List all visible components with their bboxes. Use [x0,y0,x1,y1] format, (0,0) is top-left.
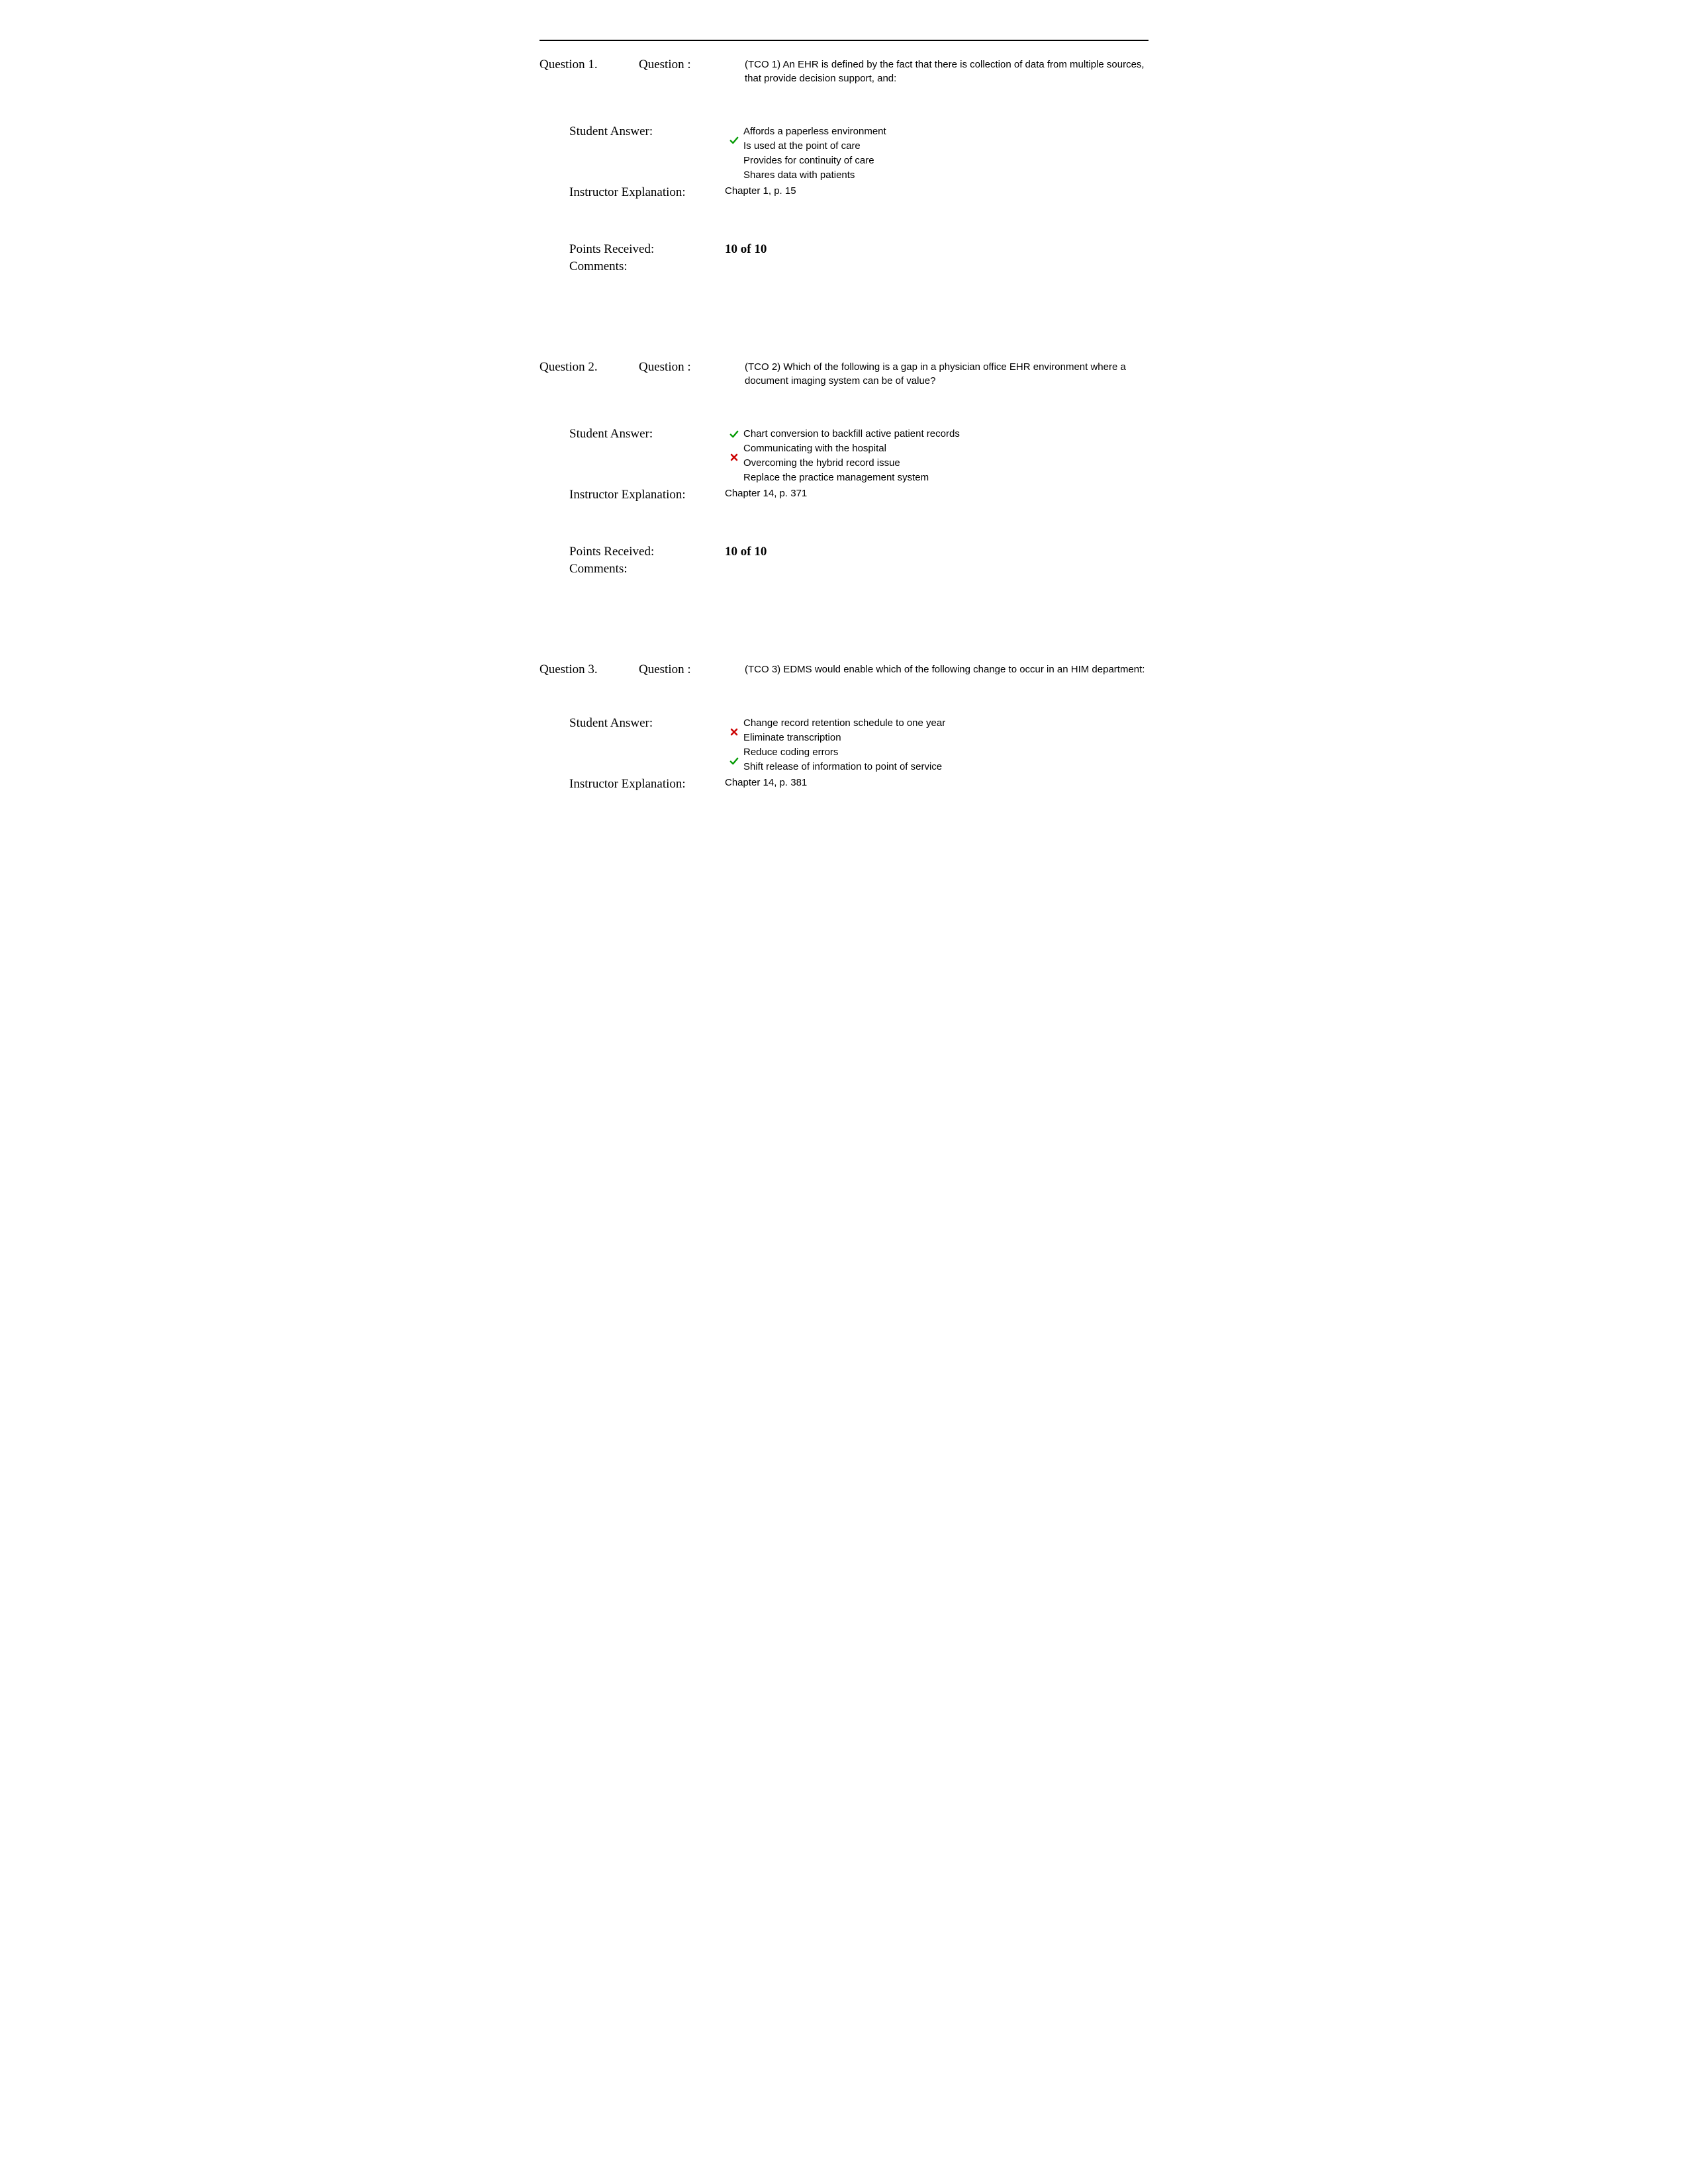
cross-icon [730,728,738,736]
question-row: Question 3.Question :(TCO 3) EDMS would … [539,662,1149,677]
question-row: Question 1.Question :(TCO 1) An EHR is d… [539,58,1149,85]
icon-column [725,427,743,485]
comments-row: Comments: [539,259,1149,274]
check-icon [729,756,739,766]
answer-option: Change record retention schedule to one … [743,716,1149,731]
instructor-explanation-row: Instructor Explanation:Chapter 14, p. 38… [539,777,1149,792]
icon-column [725,716,743,774]
answer-option: Shares data with patients [743,168,1149,183]
question-number: Question 2. [539,360,639,375]
icon-slot [725,168,743,183]
icon-slot [725,427,743,441]
icon-slot [725,731,743,745]
instructor-explanation-text: Chapter 14, p. 381 [725,777,1149,788]
answer-option: Overcoming the hybrid record issue [743,456,1149,471]
instructor-explanation-row: Instructor Explanation:Chapter 14, p. 37… [539,488,1149,502]
instructor-explanation-label: Instructor Explanation: [569,488,725,502]
answer-option: Chart conversion to backfill active pati… [743,427,1149,441]
question-block: Question 2.Question :(TCO 2) Which of th… [539,360,1149,576]
question-number: Question 1. [539,58,639,72]
points-received-row: Points Received:10 of 10 [539,545,1149,559]
instructor-explanation-row: Instructor Explanation:Chapter 1, p. 15 [539,185,1149,200]
student-answer-label: Student Answer: [569,716,725,731]
quiz-page: Question 1.Question :(TCO 1) An EHR is d… [513,0,1175,904]
answer-option: Replace the practice management system [743,471,1149,485]
question-label: Question : [639,662,725,677]
spacer [539,390,1149,427]
question-row: Question 2.Question :(TCO 2) Which of th… [539,360,1149,388]
student-answer-row: Student Answer: Affords a paperless envir… [539,124,1149,183]
question-block: Question 1.Question :(TCO 1) An EHR is d… [539,58,1149,274]
points-received-row: Points Received:10 of 10 [539,242,1149,257]
spacer [539,88,1149,124]
icon-slot [725,471,743,485]
answer-option: Eliminate transcription [743,731,1149,745]
answers-column: Affords a paperless environmentIs used a… [743,124,1149,183]
question-number: Question 3. [539,662,639,677]
icon-column [725,124,743,183]
points-received-label: Points Received: [569,545,725,559]
questions-container: Question 1.Question :(TCO 1) An EHR is d… [539,58,1149,792]
question-block: Question 3.Question :(TCO 3) EDMS would … [539,662,1149,792]
spacer [539,680,1149,716]
question-prompt: (TCO 3) EDMS would enable which of the f… [725,662,1149,676]
spacer [539,505,1149,545]
icon-slot [725,760,743,774]
icon-slot [725,139,743,154]
answer-option: Reduce coding errors [743,745,1149,760]
instructor-explanation-text: Chapter 14, p. 371 [725,488,1149,499]
check-icon [729,136,739,145]
answer-area: Chart conversion to backfill active pati… [725,427,1149,485]
student-answer-label: Student Answer: [569,124,725,139]
student-answer-row: Student Answer: Change record retention s… [539,716,1149,774]
instructor-explanation-text: Chapter 1, p. 15 [725,185,1149,197]
icon-slot [725,456,743,471]
answer-option: Is used at the point of care [743,139,1149,154]
question-prompt: (TCO 1) An EHR is defined by the fact th… [725,58,1149,85]
check-icon [729,430,739,439]
top-rule [539,40,1149,41]
answers-column: Chart conversion to backfill active pati… [743,427,1149,485]
student-answer-label: Student Answer: [569,427,725,441]
comments-label: Comments: [569,259,725,274]
question-prompt: (TCO 2) Which of the following is a gap … [725,360,1149,388]
spacer [539,203,1149,242]
answer-area: Affords a paperless environmentIs used a… [725,124,1149,183]
answer-option: Provides for continuity of care [743,154,1149,168]
student-answer-row: Student Answer: Chart conversion to backf… [539,427,1149,485]
icon-slot [725,154,743,168]
cross-icon [730,453,738,461]
points-received-value: 10 of 10 [725,545,1149,559]
comments-label: Comments: [569,562,725,576]
points-received-value: 10 of 10 [725,242,1149,257]
points-received-label: Points Received: [569,242,725,257]
answer-area: Change record retention schedule to one … [725,716,1149,774]
question-label: Question : [639,360,725,375]
answer-option: Affords a paperless environment [743,124,1149,139]
answer-option: Shift release of information to point of… [743,760,1149,774]
question-label: Question : [639,58,725,72]
instructor-explanation-label: Instructor Explanation: [569,777,725,792]
answers-column: Change record retention schedule to one … [743,716,1149,774]
instructor-explanation-label: Instructor Explanation: [569,185,725,200]
answer-option: Communicating with the hospital [743,441,1149,456]
comments-row: Comments: [539,562,1149,576]
